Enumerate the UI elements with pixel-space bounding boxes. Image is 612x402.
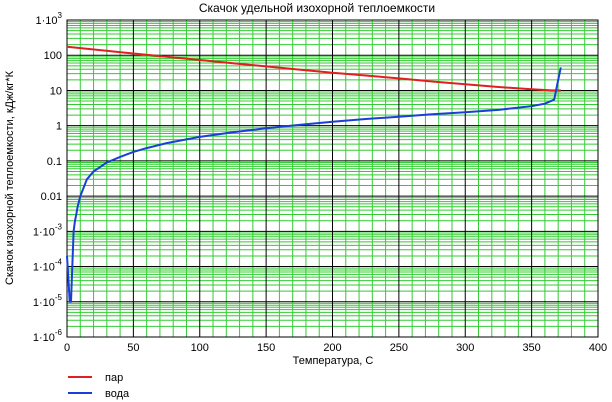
x-tick-label: 0	[64, 342, 70, 354]
x-axis-ticks: 0 50 100 150 200 250 300 350 400	[64, 342, 607, 354]
series-layer	[66, 45, 562, 303]
series-line	[66, 45, 561, 92]
y-tick-label: 1·10-6	[33, 328, 63, 344]
legend-label: пар	[105, 372, 123, 384]
y-tick-label: 1	[56, 121, 62, 133]
y-tick-label: 1·10-3	[33, 222, 63, 238]
chart-title: Скачок удельной изохорной теплоемкости	[199, 1, 435, 15]
y-tick-label: 10	[50, 85, 62, 97]
plot-area-frame	[66, 19, 599, 338]
x-tick-label: 50	[127, 342, 139, 354]
y-tick-label: 100	[44, 50, 62, 62]
legend-label: вода	[105, 388, 130, 400]
x-tick-label: 250	[390, 342, 408, 354]
y-tick-label: 0.1	[47, 156, 62, 168]
legend: пар вода	[68, 372, 130, 400]
x-tick-label: 100	[191, 342, 209, 354]
x-tick-label: 400	[589, 342, 607, 354]
y-tick-label: 1·103	[36, 11, 63, 27]
y-axis-label: Скачок изохорной теплоемкости, кДж/кг*К	[4, 70, 16, 285]
x-tick-label: 300	[456, 342, 474, 354]
x-tick-label: 350	[522, 342, 540, 354]
y-axis-ticks: 1·10-6 1·10-5 1·10-4 1·10-3 0.01 0.1 1 10 100 1·1…	[33, 11, 63, 344]
major-grid	[67, 20, 598, 337]
y-tick-label: 1·10-4	[33, 258, 63, 274]
x-tick-label: 150	[257, 342, 275, 354]
series-line	[66, 67, 562, 303]
y-tick-label: 0.01	[41, 191, 62, 203]
x-axis-label: Температура, С	[293, 355, 374, 367]
y-tick-label: 1·10-5	[33, 293, 63, 309]
x-tick-label: 200	[323, 342, 341, 354]
